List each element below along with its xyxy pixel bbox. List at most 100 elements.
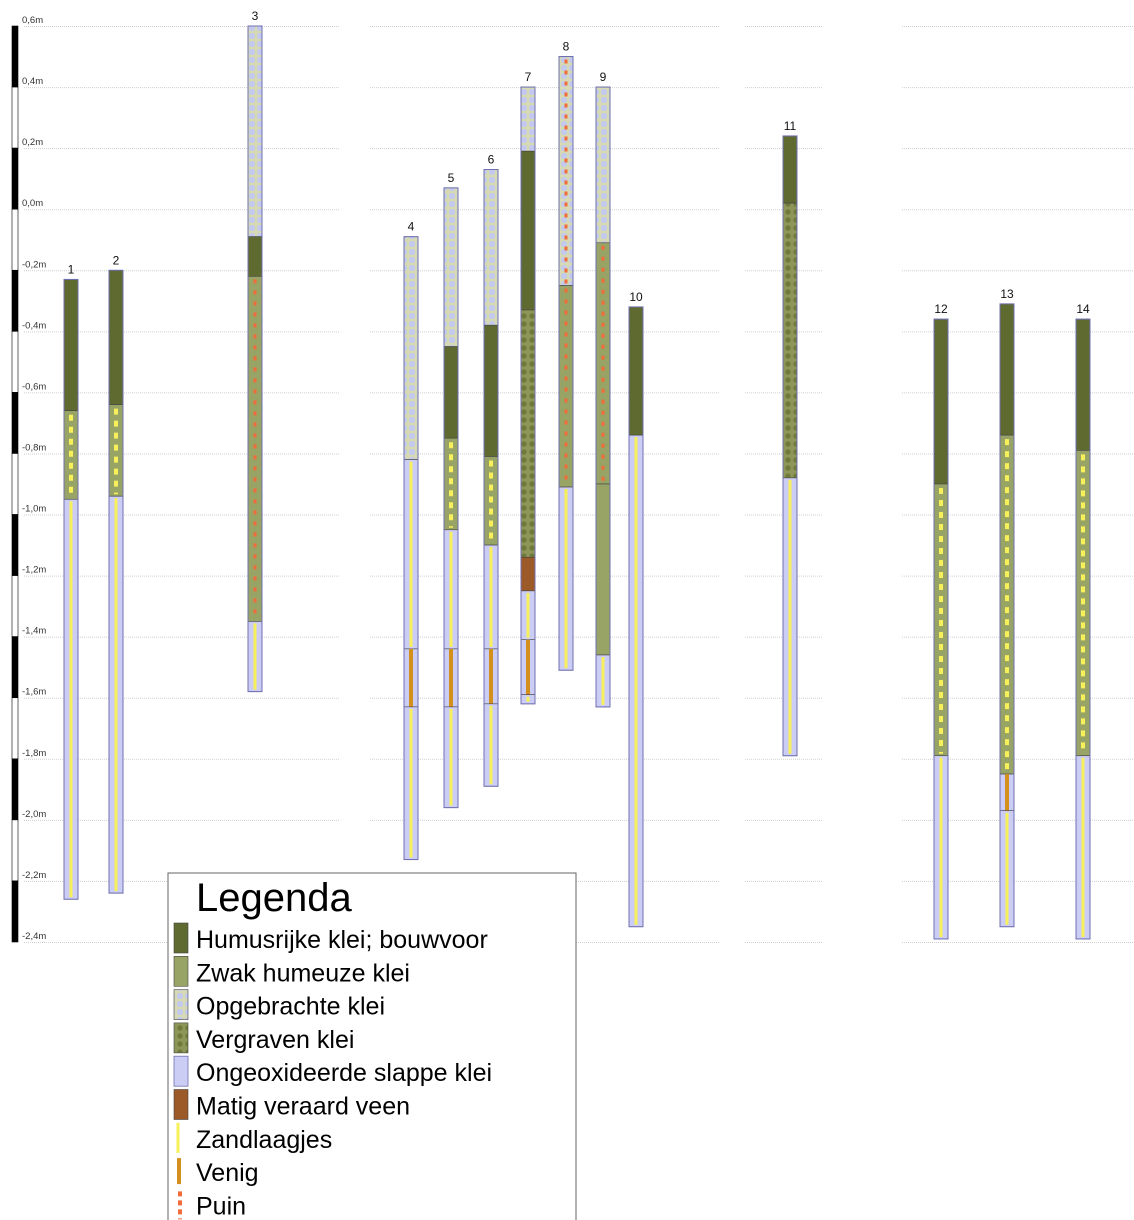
core-label: 13 [1000,287,1014,301]
core-outline [403,236,419,861]
layer-opgebracht [483,169,499,326]
layer-humus [933,318,949,485]
scale-bar-segment [11,208,19,271]
depth-tick-label: -1,4m [22,626,46,637]
layer-humus [999,303,1015,436]
legend-label: Venig [196,1159,259,1187]
layer-opgebracht [403,236,419,460]
legend-item-zwak: Zwak humeuze klei [173,955,410,987]
core-5: 5 [443,171,459,809]
depth-tick-label: -2,0m [22,809,46,820]
core-label: 11 [784,119,797,133]
scale-bar-segment [11,697,19,760]
core-12: 12 [933,302,949,940]
scale-bar-segment [11,25,19,88]
core-4: 4 [403,220,419,861]
core-1: 1 [63,262,79,900]
core-outline [933,318,949,940]
legend-title: Legenda [196,876,352,920]
core-label: 3 [252,9,259,23]
layer-opgebracht [520,86,536,152]
legend-item-humus: Humusrijke klei; bouwvoor [173,922,488,954]
core-2: 2 [108,253,124,894]
legend-label: Matig veraard veen [196,1093,410,1121]
legend-swatch [173,1022,189,1054]
core-outline [595,86,611,708]
scale-bar-segment [11,86,19,149]
core-label: 12 [934,302,948,316]
legend: Legenda Humusrijke klei; bouwvoor Zwak hum… [167,872,577,1220]
core-10: 10 [628,290,644,928]
core-outline [443,187,459,809]
legend-label: Ongeoxideerde slappe klei [196,1059,492,1087]
legend-swatch [173,1055,189,1087]
scale-bar-segment [11,819,19,882]
layer-zwak_puin [247,276,263,622]
legend-item-opgebracht: Opgebrachte klei [173,989,385,1021]
core-outline [520,86,536,705]
legend-label: Zwak humeuze klei [196,959,410,987]
core-8: 8 [558,40,574,671]
scale-bar-segment [11,514,19,576]
depth-tick-label: -2,2m [22,870,46,881]
core-3: 3 [247,9,263,693]
layer-zwak [595,483,611,656]
depth-tick-label: -1,2m [22,565,46,576]
depth-tick-label: -1,0m [22,504,46,515]
core-outline [483,169,499,787]
depth-tick-label: -2,4m [22,931,46,942]
core-label: 5 [448,171,455,185]
scale-bar-segment [11,147,19,210]
legend-swatch [173,955,189,987]
layer-veen [520,556,536,592]
depth-tick-label: -0,4m [22,320,46,331]
core-label: 14 [1076,302,1090,316]
core-outline [999,303,1015,928]
depth-tick-label: 0,6m [22,15,43,26]
scale-bar-segment [11,392,19,454]
scale-bar-segment [11,575,19,637]
layer-opgebracht [247,25,263,237]
scale-bar-segment [11,636,19,699]
core-label: 8 [563,40,570,54]
legend-item-venig: Venig [177,1158,259,1187]
layer-opgebracht [443,187,459,347]
layer-zwak_zand [999,434,1015,775]
core-outline [558,56,574,671]
depth-tick-label: -1,8m [22,748,46,759]
legend-item-puin: Puin [178,1191,246,1220]
core-label: 4 [408,220,415,234]
core-11: 11 [782,119,798,757]
core-label: 1 [68,262,75,276]
legend-label: Opgebrachte klei [196,993,385,1021]
depth-tick-label: 0,2m [22,137,43,148]
depth-tick-label: -1,6m [22,687,46,698]
legend-item-veen: Matig veraard veen [173,1089,410,1121]
legend-box [167,872,577,1220]
legend-label: Vergraven klei [196,1026,354,1054]
legend-item-vergraven: Vergraven klei [173,1022,354,1054]
core-7: 7 [520,70,536,705]
legend-item-zand: Zandlaagjes [176,1122,332,1154]
legend-label: Humusrijke klei; bouwvoor [196,926,488,954]
core-label: 9 [600,70,607,84]
layer-humus [1075,318,1091,451]
layer-humus [63,279,79,412]
layer-humus [443,346,459,439]
layer-opgebracht [595,86,611,244]
layer-humus [483,324,499,457]
layer-vergraven [520,309,536,558]
depth-tick-label: -0,8m [22,442,46,453]
core-outline [628,306,644,928]
depth-tick-label: 0,4m [22,76,43,87]
scale-bar-segment [11,880,19,943]
scale-bar-segment [11,453,19,515]
core-outline [782,135,798,757]
core-outline [108,269,124,894]
core-9: 9 [595,70,611,708]
layer-humus [108,269,124,405]
depth-tick-label: -0,2m [22,259,46,270]
legend-swatch [173,1089,189,1120]
scale-bar-segment [11,758,19,821]
